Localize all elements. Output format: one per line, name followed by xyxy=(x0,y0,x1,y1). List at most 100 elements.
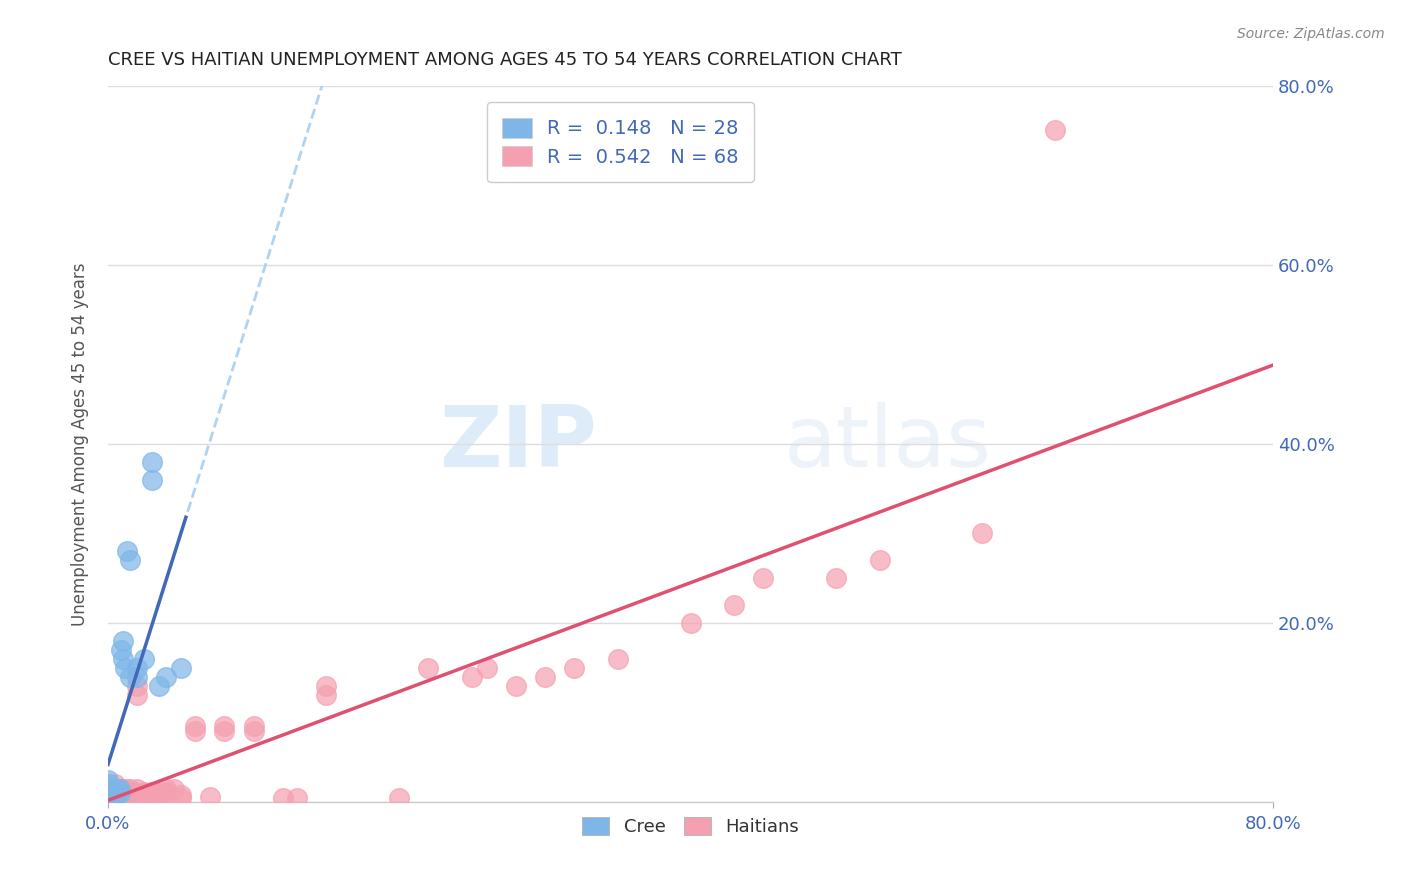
Point xyxy=(97,777,120,791)
Point xyxy=(505,679,527,693)
Point xyxy=(101,786,124,800)
Point xyxy=(118,781,141,796)
Point xyxy=(107,790,129,805)
Point xyxy=(118,670,141,684)
Point xyxy=(475,661,498,675)
Point xyxy=(970,526,993,541)
Point xyxy=(214,723,236,738)
Text: ZIP: ZIP xyxy=(440,402,598,485)
Point xyxy=(461,670,484,684)
Point xyxy=(242,723,264,738)
Point xyxy=(97,784,120,798)
Point xyxy=(97,786,120,800)
Point xyxy=(534,670,557,684)
Point xyxy=(271,790,294,805)
Point xyxy=(115,544,138,558)
Point xyxy=(97,788,120,802)
Point xyxy=(285,790,308,805)
Point xyxy=(141,786,163,800)
Point xyxy=(103,786,125,800)
Point xyxy=(97,790,120,805)
Point xyxy=(108,781,131,796)
Point xyxy=(111,786,134,800)
Point xyxy=(184,719,207,733)
Point xyxy=(111,634,134,648)
Point xyxy=(108,786,131,800)
Point xyxy=(104,790,127,805)
Y-axis label: Unemployment Among Ages 45 to 54 years: Unemployment Among Ages 45 to 54 years xyxy=(72,262,89,625)
Point xyxy=(141,455,163,469)
Point xyxy=(111,788,134,802)
Point xyxy=(127,670,149,684)
Point xyxy=(114,661,136,675)
Point xyxy=(214,719,236,733)
Point xyxy=(97,781,120,796)
Point xyxy=(170,788,193,802)
Point xyxy=(418,661,440,675)
Point xyxy=(104,781,127,796)
Point xyxy=(148,786,170,800)
Point xyxy=(562,661,585,675)
Point xyxy=(723,598,745,612)
Point xyxy=(101,790,124,805)
Point xyxy=(118,553,141,567)
Text: Source: ZipAtlas.com: Source: ZipAtlas.com xyxy=(1237,27,1385,41)
Point xyxy=(148,679,170,693)
Point xyxy=(97,772,120,787)
Point xyxy=(242,719,264,733)
Point xyxy=(155,670,177,684)
Point xyxy=(108,786,131,800)
Point xyxy=(97,777,120,791)
Point xyxy=(107,781,129,796)
Point xyxy=(110,643,132,657)
Point xyxy=(104,788,127,802)
Point xyxy=(141,790,163,805)
Point xyxy=(162,781,184,796)
Point xyxy=(869,553,891,567)
Point xyxy=(103,781,125,796)
Point xyxy=(118,784,141,798)
Point xyxy=(118,786,141,800)
Point xyxy=(752,571,775,585)
Point xyxy=(606,652,628,666)
Point xyxy=(141,784,163,798)
Point xyxy=(127,661,149,675)
Point xyxy=(97,779,120,793)
Point xyxy=(97,790,120,805)
Point xyxy=(315,679,337,693)
Point xyxy=(108,781,131,796)
Point xyxy=(388,790,411,805)
Text: CREE VS HAITIAN UNEMPLOYMENT AMONG AGES 45 TO 54 YEARS CORRELATION CHART: CREE VS HAITIAN UNEMPLOYMENT AMONG AGES … xyxy=(108,51,901,69)
Legend: Cree, Haitians: Cree, Haitians xyxy=(575,810,806,844)
Point xyxy=(122,786,145,800)
Text: atlas: atlas xyxy=(783,402,991,485)
Point xyxy=(155,784,177,798)
Point xyxy=(170,661,193,675)
Point xyxy=(104,786,127,800)
Point xyxy=(114,786,136,800)
Point xyxy=(1043,123,1066,137)
Point xyxy=(97,786,120,800)
Point xyxy=(111,790,134,805)
Point xyxy=(104,777,127,791)
Point xyxy=(134,652,156,666)
Point xyxy=(104,790,127,805)
Point xyxy=(115,781,138,796)
Point xyxy=(111,781,134,796)
Point xyxy=(97,781,120,796)
Point xyxy=(127,688,149,702)
Point xyxy=(184,723,207,738)
Point xyxy=(141,473,163,487)
Point xyxy=(825,571,848,585)
Point xyxy=(100,790,122,805)
Point xyxy=(134,784,156,798)
Point xyxy=(198,789,221,804)
Point xyxy=(127,679,149,693)
Point xyxy=(315,688,337,702)
Point xyxy=(127,781,149,796)
Point xyxy=(679,616,702,631)
Point xyxy=(155,786,177,800)
Point xyxy=(170,790,193,805)
Point xyxy=(134,786,156,800)
Point xyxy=(104,786,127,800)
